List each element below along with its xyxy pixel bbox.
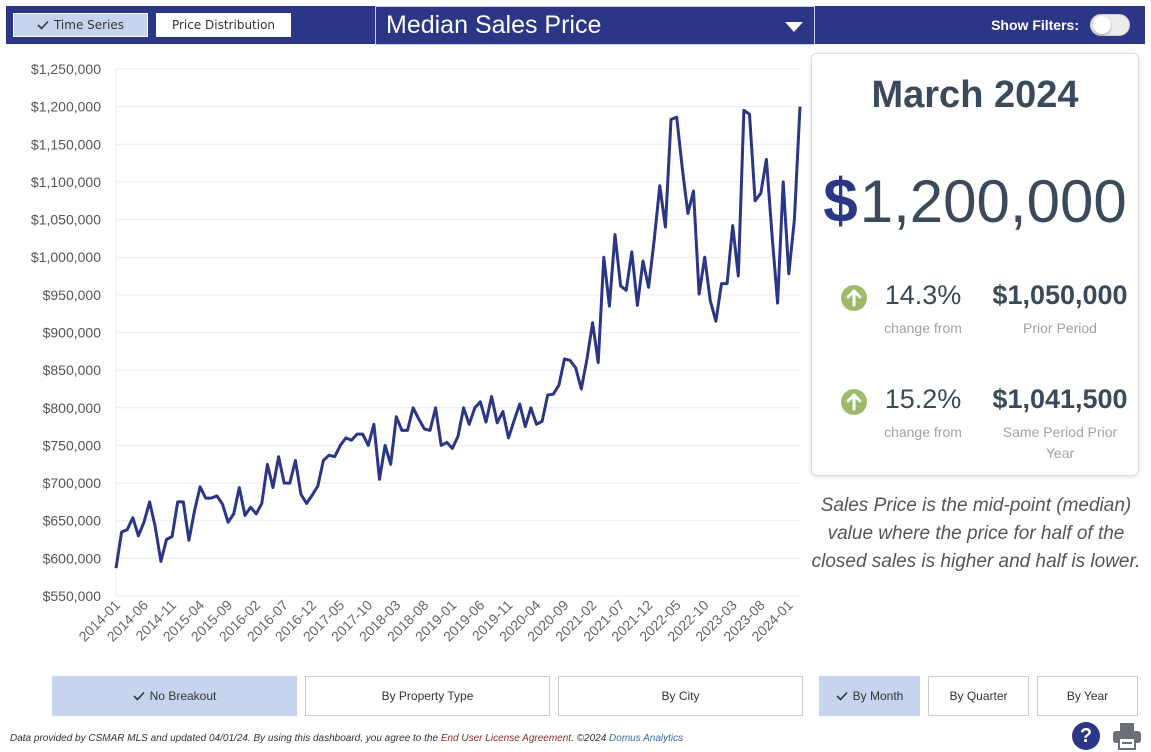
- by-month-button[interactable]: By Month: [819, 676, 920, 716]
- y-tick-label: $650,000: [43, 513, 102, 529]
- by-quarter-button[interactable]: By Quarter: [928, 676, 1029, 716]
- currency-symbol: $: [823, 167, 858, 236]
- domus-analytics-link[interactable]: Domus Analytics: [609, 733, 684, 744]
- y-tick-label: $1,250,000: [31, 61, 101, 77]
- y-tick-label: $1,150,000: [31, 136, 101, 152]
- current-value: $1,200,000: [812, 166, 1138, 237]
- footer-note: Data provided by CSMAR MLS and updated 0…: [10, 733, 683, 744]
- series-line: [114, 106, 802, 569]
- prior-year-value: $1,041,500: [992, 384, 1128, 414]
- y-tick-label: $550,000: [43, 588, 102, 604]
- price-distribution-button[interactable]: Price Distribution: [156, 13, 291, 37]
- y-tick-label: $850,000: [43, 362, 102, 378]
- by-quarter-label: By Quarter: [949, 689, 1008, 703]
- arrow-up-icon: [841, 389, 867, 415]
- chevron-down-icon: [785, 22, 803, 32]
- prior-year-pct: 15.2%: [884, 384, 962, 414]
- price-distribution-label: Price Distribution: [171, 18, 276, 32]
- y-tick-label: $600,000: [43, 550, 102, 566]
- summary-card: March 2024 $1,200,000 14.3% change from …: [811, 53, 1139, 476]
- y-tick-label: $750,000: [43, 437, 102, 453]
- y-tick-label: $950,000: [43, 287, 102, 303]
- median-price-chart: $550,000 $600,000 $650,000 $700,000 $750,000…: [31, 61, 802, 644]
- no-breakout-label: No Breakout: [149, 689, 217, 703]
- eula-link[interactable]: End User License Agreement: [440, 733, 572, 744]
- help-icon: ?: [1079, 724, 1093, 747]
- arrow-up-icon: [841, 285, 867, 311]
- help-button[interactable]: ?: [1072, 722, 1100, 750]
- by-property-type-button[interactable]: By Property Type: [305, 676, 550, 716]
- time-series-label: Time Series: [53, 18, 125, 32]
- show-filters-toggle[interactable]: [1090, 14, 1130, 36]
- top-bar: Time Series Price Distribution Median Sa…: [6, 6, 1145, 45]
- metric-definition: Sales Price is the mid-point (median) va…: [811, 495, 1141, 572]
- print-icon[interactable]: [1112, 722, 1142, 750]
- metric-dropdown-value: Median Sales Price: [386, 11, 602, 39]
- prior-year-change-label: change from: [884, 424, 962, 440]
- check-icon: [133, 691, 145, 701]
- prior-year-value-label: Same Period Prior Year: [1002, 424, 1118, 461]
- check-icon: [836, 691, 848, 701]
- show-filters-label: Show Filters:: [991, 17, 1079, 33]
- toggle-knob: [1093, 16, 1111, 34]
- by-city-label: By City: [661, 689, 700, 703]
- y-tick-label: $800,000: [43, 400, 102, 416]
- y-tick-label: $1,000,000: [31, 249, 101, 265]
- prior-period-value-label: Prior Period: [1023, 320, 1097, 336]
- current-value-amount: 1,200,000: [859, 168, 1127, 235]
- period-title: March 2024: [871, 74, 1079, 116]
- footer-text: Data provided by CSMAR MLS and updated 0…: [10, 733, 441, 744]
- by-year-button[interactable]: By Year: [1037, 676, 1138, 716]
- prior-period-value: $1,050,000: [992, 280, 1128, 310]
- by-property-type-label: By Property Type: [381, 689, 474, 703]
- no-breakout-button[interactable]: No Breakout: [52, 676, 297, 716]
- y-tick-label: $700,000: [43, 475, 102, 491]
- y-tick-label: $1,100,000: [31, 174, 101, 190]
- prior-period-pct: 14.3%: [884, 280, 962, 310]
- footer-copyright: . ©2024: [571, 733, 610, 744]
- y-tick-label: $1,050,000: [31, 212, 101, 228]
- time-series-button[interactable]: Time Series: [13, 13, 148, 37]
- y-tick-label: $900,000: [43, 325, 102, 341]
- check-icon: [37, 20, 49, 30]
- by-year-label: By Year: [1066, 689, 1109, 703]
- by-month-label: By Month: [852, 689, 904, 703]
- metric-dropdown[interactable]: Median Sales Price: [375, 6, 815, 45]
- by-city-button[interactable]: By City: [558, 676, 803, 716]
- prior-period-change-label: change from: [884, 320, 962, 336]
- y-tick-label: $1,200,000: [31, 99, 101, 115]
